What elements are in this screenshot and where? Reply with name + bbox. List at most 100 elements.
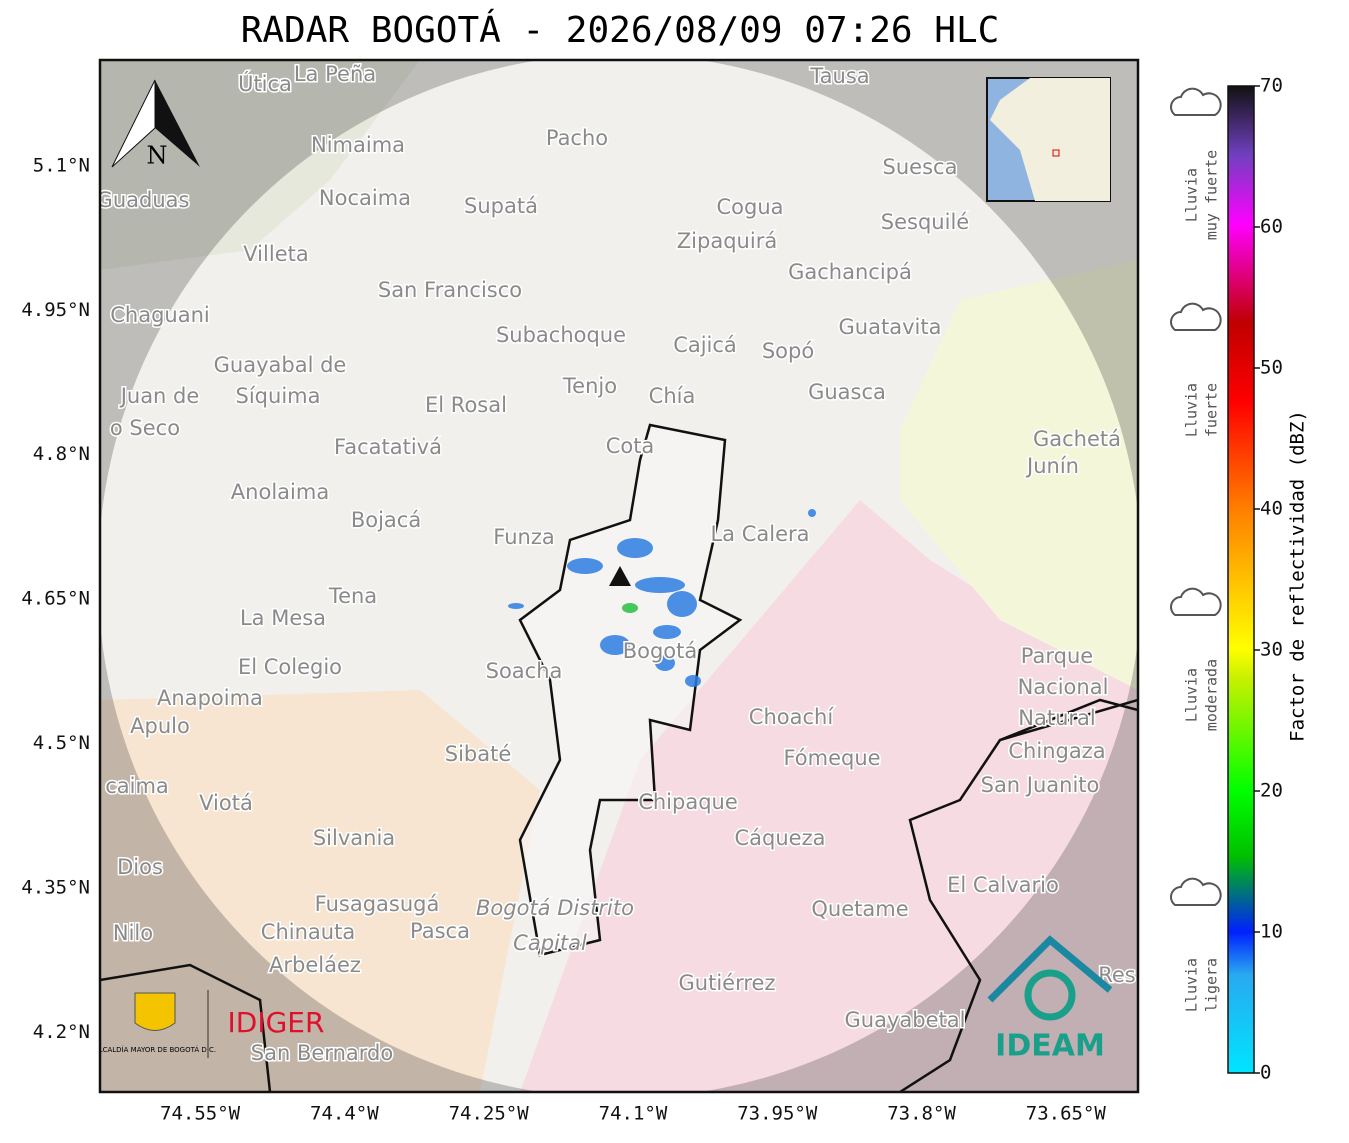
region — [900, 260, 1138, 690]
place-label: Guasca — [808, 380, 886, 404]
colorbar-tick-label: 30 — [1260, 639, 1283, 661]
place-label: Villeta — [243, 242, 308, 266]
protected-area — [520, 500, 1138, 1092]
place-label: Natural — [1018, 706, 1095, 730]
place-label: Útica — [238, 71, 292, 96]
place-label: Nilo — [113, 921, 153, 945]
place-label: Silvania — [313, 826, 395, 850]
place-label: Quetame — [811, 897, 908, 921]
place-label: Capital — [513, 931, 587, 955]
place-label: Gutiérrez — [679, 971, 776, 995]
place-label: San Francisco — [378, 278, 522, 302]
lat-tick-label: 4.65°N — [21, 588, 90, 610]
lon-tick-label: 73.95°W — [737, 1103, 818, 1125]
map-frame — [98, 58, 1140, 1094]
logo-text: IDEAM — [995, 1029, 1105, 1064]
place-label: Gachancipá — [788, 260, 912, 284]
north-label: N — [147, 142, 168, 170]
weather-icon — [1170, 587, 1222, 616]
boundary — [899, 698, 1138, 1092]
place-label: Chinauta — [261, 920, 355, 944]
place-label: San Juanito — [981, 773, 1100, 797]
place-label: Chaguani — [110, 303, 210, 327]
place-label: Guayabal de — [214, 353, 347, 377]
logo-text: ALCALDÍA MAYOR DE BOGOTÁ D.C. — [94, 1045, 216, 1054]
place-label: Guayabetal — [845, 1008, 966, 1032]
lat-tick-label: 4.2°N — [33, 1021, 90, 1043]
place-label: Subachoque — [496, 323, 626, 347]
place-label: Chipaque — [638, 790, 738, 814]
place-label: Soacha — [486, 659, 563, 683]
colorbar-label: Factor de reflectividad (dBZ) — [1287, 410, 1309, 742]
place-label: Nimaima — [311, 133, 405, 157]
north-arrow: N — [111, 79, 200, 170]
title: RADAR BOGOTÁ - 2026/08/09 07:26 HLC — [241, 9, 1000, 51]
place-label: Funza — [493, 525, 554, 549]
place-label: Nocaima — [319, 186, 411, 210]
radar-site — [609, 566, 631, 586]
place-label: La Peña — [294, 62, 376, 86]
place-label: Cogua — [716, 195, 783, 219]
lon-tick-label: 73.65°W — [1026, 1103, 1107, 1125]
place-label: Facatativá — [334, 435, 442, 459]
intensity-label: Lluvia — [1183, 168, 1201, 222]
boundary — [100, 963, 272, 1092]
place-label: Cajicá — [673, 333, 737, 357]
intensity-label: Lluvia — [1183, 383, 1201, 437]
place-label: Dios — [117, 855, 163, 879]
weather-icon — [1170, 877, 1222, 906]
lat-tick-label: 4.5°N — [33, 732, 90, 754]
place-label: Suesca — [883, 155, 958, 179]
place-label: Pasca — [410, 919, 470, 943]
place-label: Cota — [606, 434, 655, 458]
place-label: El Colegio — [238, 655, 342, 679]
place-label: Tenjo — [562, 374, 617, 398]
logo-alcaldia: ALCALDÍA MAYOR DE BOGOTÁ D.C. IDIGER — [94, 990, 325, 1058]
place-label: La Calera — [710, 522, 809, 546]
place-label: Guaduas — [97, 188, 190, 212]
intensity-label: ligera — [1203, 958, 1221, 1012]
intensity-label: Lluvia — [1183, 958, 1201, 1012]
place-label: Pacho — [546, 126, 608, 150]
place-label: Bogotá Distrito — [476, 896, 634, 920]
intensity-label: moderada — [1203, 659, 1221, 731]
place-label: Juan de — [119, 384, 200, 408]
place-label: Sesquilé — [881, 210, 969, 234]
place-label: Sopó — [762, 339, 814, 363]
place-label: o Seco — [110, 416, 180, 440]
place-label: El Rosal — [425, 393, 507, 417]
place-label: caima — [105, 774, 169, 798]
place-label: Chía — [649, 384, 696, 408]
colorbar-tick-label: 70 — [1260, 75, 1283, 97]
lon-tick-label: 73.8°W — [887, 1103, 956, 1125]
colorbar-tick-label: 0 — [1260, 1062, 1271, 1084]
intensity-label: Lluvia — [1183, 668, 1201, 722]
colorbar-tick-label: 20 — [1260, 780, 1283, 802]
place-label: Síquima — [236, 384, 321, 408]
colorbar-tick-label: 40 — [1260, 498, 1283, 520]
colorbar-tick-label: 50 — [1260, 357, 1283, 379]
radar-echoes — [508, 509, 816, 687]
place-label: Anolaima — [231, 480, 329, 504]
place-label: Tena — [328, 584, 377, 608]
place-label: Chingaza — [1008, 739, 1105, 763]
place-label: Supatá — [464, 194, 538, 218]
place-label: Sibaté — [445, 742, 512, 766]
place-label: Apulo — [130, 714, 190, 738]
place-label: La Mesa — [240, 606, 326, 630]
place-label: Arbeláez — [269, 953, 361, 977]
colorbar — [1227, 85, 1255, 1074]
lon-tick-label: 74.1°W — [599, 1103, 668, 1125]
bogota-boundary — [518, 423, 743, 957]
inset-map — [986, 77, 1111, 202]
place-label: Viotá — [199, 791, 253, 815]
place-label: Fómeque — [783, 746, 880, 770]
place-label: Tausa — [809, 64, 869, 88]
place-label: Cáqueza — [735, 826, 826, 850]
place-label: Nacional — [1018, 675, 1109, 699]
logo-text: IDIGER — [228, 1006, 325, 1039]
place-label: Bojacá — [351, 508, 421, 532]
lat-tick-label: 4.95°N — [21, 299, 90, 321]
